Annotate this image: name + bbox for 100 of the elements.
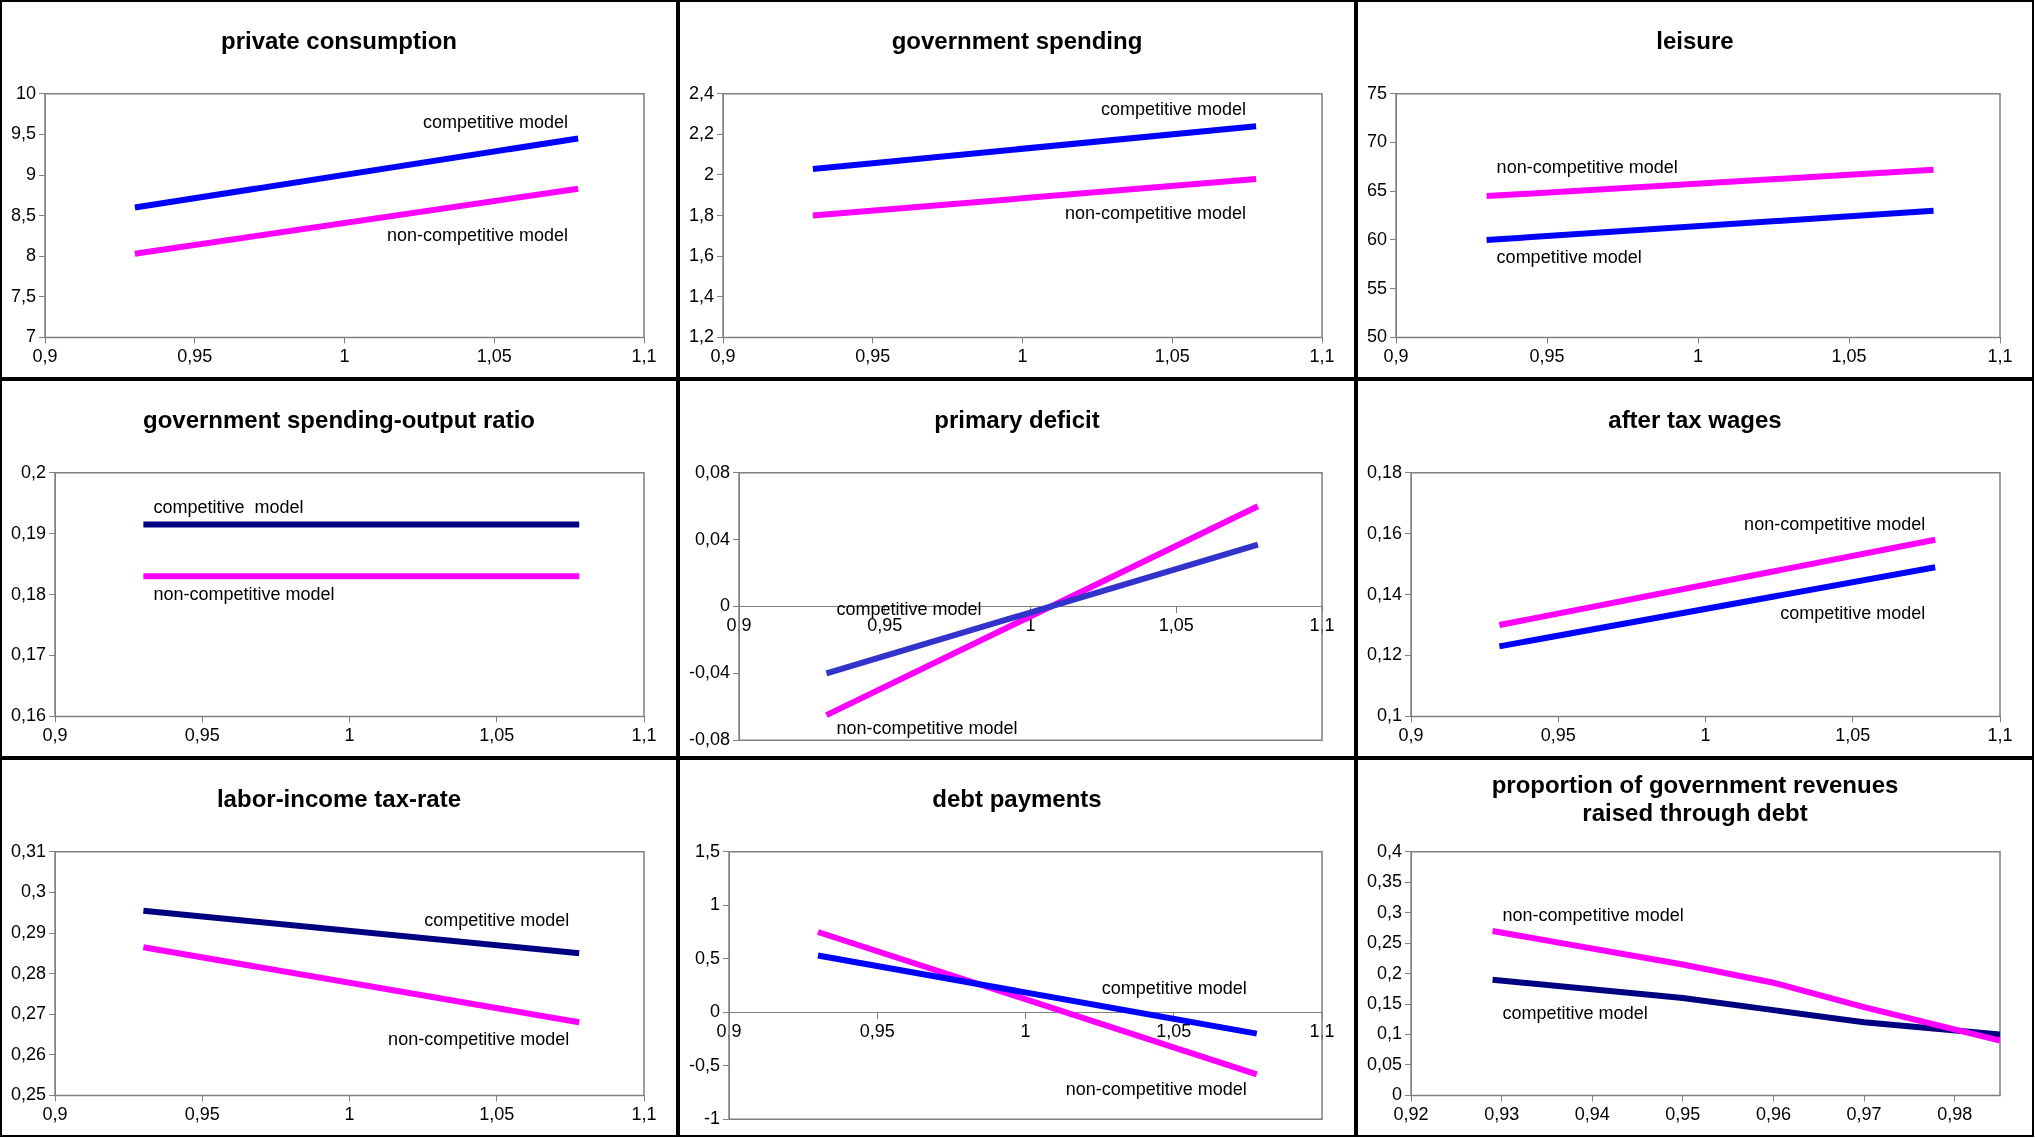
y-tick-label: 0,18 [1366, 461, 1403, 482]
x-tick-label: 0,9 [42, 725, 68, 746]
x-tick-label: 0,97 [1846, 1104, 1882, 1125]
y-tick-label: 0,12 [1366, 644, 1403, 665]
series-label: non-competitive model [153, 584, 335, 605]
y-tick-label: 0,31 [10, 840, 47, 861]
y-tick-label: 0,19 [10, 522, 47, 543]
x-tick-label: 0,95 [1665, 1104, 1701, 1125]
y-tick-label: 1,2 [688, 326, 715, 347]
series-label: non-competitive model [1502, 904, 1684, 925]
series-label: non-competitive model [1065, 202, 1247, 223]
chart-title: debt payments [931, 784, 1103, 814]
y-tick-label: 0,2 [21, 461, 47, 482]
y-tick-label: 55 [1366, 277, 1388, 298]
y-tick-label: 0,16 [10, 705, 47, 726]
y-tick-label: 0,29 [10, 921, 47, 942]
series-label: competitive model [153, 496, 304, 517]
x-tick-label: 0,9 [32, 346, 58, 367]
y-tick-label: 0,15 [1366, 993, 1403, 1014]
y-tick-label: 75 [1366, 82, 1388, 103]
y-tick-label: 2,2 [688, 123, 715, 144]
y-tick-label: 60 [1366, 228, 1388, 249]
y-tick-label: 0,25 [10, 1084, 47, 1105]
y-tick-label: 0,16 [1366, 522, 1403, 543]
y-tick-label: 2,4 [688, 82, 715, 103]
y-tick-label: 0 [710, 1001, 721, 1022]
x-tick-label: 1,1 [631, 346, 657, 367]
chart-title: government spending [890, 26, 1144, 56]
y-tick-label: 0,14 [1366, 583, 1403, 604]
chart-title: private consumption [220, 26, 458, 56]
y-tick-label: 8,5 [10, 204, 37, 225]
y-tick-label: -0,04 [689, 662, 731, 683]
x-tick-label: 1,1 [1309, 615, 1335, 636]
series-label: competitive model [1780, 603, 1926, 624]
x-tick-label: 0,92 [1393, 1104, 1429, 1125]
x-tick-label: 1,05 [1156, 1021, 1192, 1042]
y-tick-label: 0 [720, 595, 731, 616]
x-tick-label: 1,1 [631, 725, 657, 746]
y-tick-label: 1,4 [688, 285, 715, 306]
x-tick-label: 0,9 [716, 1021, 742, 1042]
series-label: non-competitive model [387, 224, 569, 245]
x-tick-label: 1,1 [1309, 1021, 1335, 1042]
x-tick-label: 1 [344, 725, 355, 746]
x-tick-label: 0,95 [177, 346, 213, 367]
y-tick-label: 2 [704, 163, 715, 184]
y-tick-label: 0,08 [694, 461, 731, 482]
y-tick-label: 0,4 [1377, 840, 1403, 861]
y-tick-label: 0,3 [21, 881, 47, 902]
y-tick-label: 0,1 [1377, 705, 1403, 726]
x-tick-label: 0,95 [1540, 725, 1576, 746]
chart-title: after tax wages [1607, 405, 1783, 435]
x-tick-label: 1 [1020, 1021, 1031, 1042]
y-tick-label: 8 [26, 245, 37, 266]
x-tick-label: 1,05 [479, 1104, 515, 1125]
y-tick-label: 0,3 [1377, 901, 1403, 922]
series-label: non-competitive model [1744, 513, 1926, 534]
y-tick-label: 9,5 [10, 123, 37, 144]
x-tick-label: 0,95 [859, 1021, 895, 1042]
x-tick-label: 1,05 [1158, 615, 1194, 636]
chart-title: primary deficit [933, 405, 1101, 435]
x-tick-label: 1,05 [479, 725, 515, 746]
y-tick-label: 7 [26, 326, 37, 347]
y-tick-label: -0,08 [689, 729, 731, 750]
y-tick-label: 0,25 [1366, 932, 1403, 953]
y-tick-label: 0 [1392, 1084, 1403, 1105]
x-tick-label: 0,9 [726, 615, 752, 636]
series-label: competitive model [1496, 247, 1642, 268]
y-tick-label: 0,27 [10, 1003, 47, 1024]
x-tick-label: 0,94 [1574, 1104, 1610, 1125]
chart-title: labor-income tax-rate [215, 784, 463, 814]
y-tick-label: 1,5 [694, 840, 721, 861]
y-tick-label: 0,2 [1377, 962, 1403, 983]
y-tick-label: 0,28 [10, 962, 47, 983]
x-tick-label: 1 [339, 346, 350, 367]
series-label: non-competitive model [388, 1028, 570, 1049]
y-tick-label: 0,04 [694, 528, 731, 549]
series-label: competitive model [836, 599, 982, 620]
y-tick-label: 0,1 [1377, 1023, 1403, 1044]
y-tick-label: 9 [26, 163, 37, 184]
y-tick-label: 0,35 [1366, 871, 1403, 892]
y-tick-label: 65 [1366, 180, 1388, 201]
y-tick-label: 7,5 [10, 285, 37, 306]
x-tick-label: 1,05 [1835, 725, 1871, 746]
chart-title: proportion of government revenues raised through debt [1490, 770, 1900, 828]
y-tick-label: 1,6 [688, 245, 715, 266]
series-label: non-competitive model [1496, 156, 1678, 177]
series-label: competitive model [423, 112, 569, 133]
x-tick-label: 1,05 [476, 346, 512, 367]
y-tick-label: 50 [1366, 326, 1388, 347]
x-tick-label: 0,93 [1484, 1104, 1520, 1125]
series-label: non-competitive model [1065, 1079, 1247, 1100]
x-tick-label: 0,95 [1529, 346, 1565, 367]
x-tick-label: 1,1 [1987, 346, 2013, 367]
series-label: competitive model [1502, 1002, 1648, 1023]
x-tick-label: 0,95 [184, 725, 220, 746]
x-tick-label: 1 [1700, 725, 1711, 746]
x-tick-label: 0,95 [855, 346, 891, 367]
x-tick-label: 1,05 [1831, 346, 1867, 367]
x-tick-label: 0,9 [710, 346, 736, 367]
y-tick-label: 1 [710, 894, 721, 915]
